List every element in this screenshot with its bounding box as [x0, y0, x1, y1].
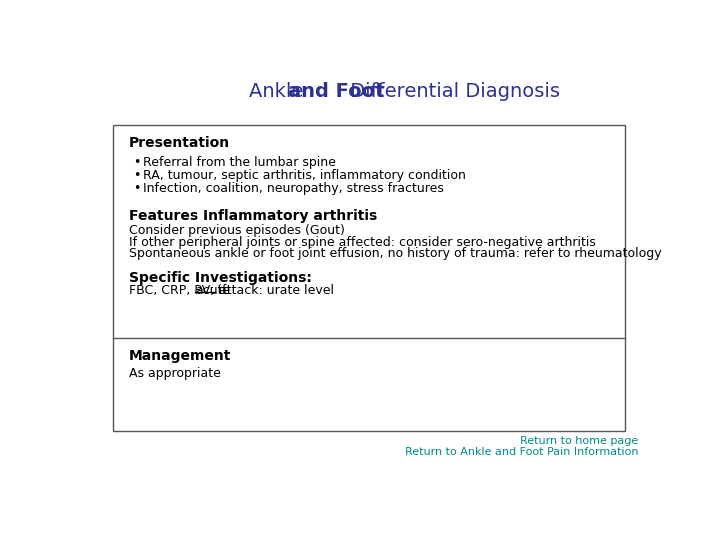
- Text: acute: acute: [195, 284, 230, 297]
- Text: •: •: [133, 168, 141, 182]
- Text: and Foot: and Foot: [287, 82, 384, 102]
- Text: Specific Investigations:: Specific Investigations:: [129, 271, 312, 285]
- Bar: [113, 125, 625, 430]
- Text: Return to home page: Return to home page: [521, 436, 639, 446]
- Text: FBC, CRP, PV; if: FBC, CRP, PV; if: [129, 284, 230, 297]
- Text: RA, tumour, septic arthritis, inflammatory condition: RA, tumour, septic arthritis, inflammato…: [143, 168, 466, 182]
- Text: attack: urate level: attack: urate level: [215, 284, 334, 297]
- Text: Features Inflammatory arthritis: Features Inflammatory arthritis: [129, 209, 377, 223]
- Text: Management: Management: [129, 349, 231, 363]
- Text: Ankle: Ankle: [249, 82, 310, 102]
- Text: •: •: [133, 156, 141, 168]
- Text: Presentation: Presentation: [129, 136, 230, 150]
- Text: As appropriate: As appropriate: [129, 367, 220, 380]
- Text: Infection, coalition, neuropathy, stress fractures: Infection, coalition, neuropathy, stress…: [143, 182, 444, 195]
- Text: Consider previous episodes (Gout): Consider previous episodes (Gout): [129, 224, 345, 237]
- Text: •: •: [133, 182, 141, 195]
- Text: Spontaneous ankle or foot joint effusion, no history of trauma: refer to rheumat: Spontaneous ankle or foot joint effusion…: [129, 247, 662, 260]
- Text: Referral from the lumbar spine: Referral from the lumbar spine: [143, 156, 336, 168]
- Text: If other peripheral joints or spine affected: consider sero-negative arthritis: If other peripheral joints or spine affe…: [129, 236, 595, 249]
- Text: Differential Diagnosis: Differential Diagnosis: [344, 82, 560, 102]
- Text: Return to Ankle and Foot Pain Information: Return to Ankle and Foot Pain Informatio…: [405, 447, 639, 457]
